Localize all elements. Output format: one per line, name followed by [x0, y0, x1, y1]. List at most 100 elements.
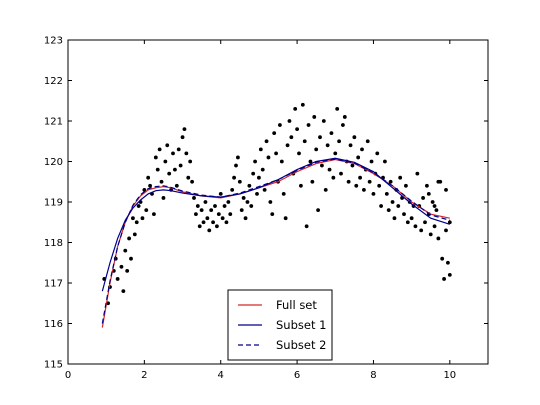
scatter-point-63	[228, 212, 233, 217]
scatter-point-114	[325, 143, 330, 148]
scatter-point-125	[346, 179, 351, 184]
scatter-point-171	[434, 208, 439, 213]
scatter-point-172	[436, 236, 441, 241]
scatter-point-41	[186, 175, 191, 180]
scatter-point-126	[348, 143, 353, 148]
scatter-point-97	[293, 106, 298, 111]
x-tick-label: 0	[65, 370, 71, 381]
scatter-point-164	[421, 196, 425, 200]
scatter-point-174	[440, 256, 445, 261]
scatter-point-175	[442, 277, 446, 281]
scatter-point-161	[415, 171, 420, 176]
scatter-point-76	[253, 159, 257, 164]
scatter-point-151	[396, 204, 401, 208]
scatter-point-152	[398, 175, 403, 180]
scatter-point-119	[335, 106, 340, 111]
scatter-point-70	[241, 196, 246, 200]
scatter-layer	[102, 102, 452, 306]
scatter-point-102	[302, 139, 307, 144]
scatter-point-23	[152, 212, 156, 217]
scatter-point-107	[312, 115, 317, 119]
scatter-point-11	[129, 256, 133, 261]
scatter-point-89	[278, 123, 282, 127]
scatter-point-12	[131, 216, 135, 221]
scatter-point-113	[323, 187, 328, 192]
x-tick-label: 4	[218, 370, 224, 381]
scatter-point-34	[173, 167, 177, 172]
scatter-point-74	[249, 204, 254, 208]
scatter-point-149	[392, 216, 397, 221]
legend: Full set Subset 1 Subset 2	[227, 289, 333, 361]
scatter-point-43	[190, 179, 194, 184]
y-tick-label: 119	[44, 198, 63, 209]
scatter-point-136	[367, 179, 372, 184]
scatter-point-133	[362, 187, 366, 192]
scatter-point-80	[260, 167, 265, 172]
scatter-point-128	[352, 135, 357, 140]
scatter-point-135	[365, 139, 370, 144]
scatter-point-51	[205, 216, 210, 221]
scatter-point-55	[213, 204, 217, 208]
scatter-point-100	[299, 183, 303, 188]
scatter-point-85	[270, 212, 275, 217]
scatter-point-19	[144, 208, 149, 213]
scatter-point-54	[211, 220, 215, 225]
lines-layer	[101, 157, 451, 328]
scatter-point-127	[350, 163, 355, 168]
y-tick-label: 121	[44, 117, 63, 128]
scatter-point-39	[182, 127, 187, 131]
scatter-point-25	[155, 167, 160, 172]
scatter-point-99	[297, 151, 301, 156]
scatter-point-14	[134, 220, 139, 225]
scatter-point-170	[432, 224, 437, 229]
scatter-point-92	[283, 216, 288, 221]
scatter-point-59	[220, 216, 225, 221]
y-tick-label: 123	[44, 36, 63, 47]
scatter-point-58	[218, 192, 223, 196]
scatter-point-137	[369, 159, 374, 164]
y-tick-label: 117	[44, 279, 63, 290]
scatter-point-120	[337, 139, 341, 144]
scatter-point-115	[327, 167, 332, 172]
scatter-point-86	[272, 131, 277, 136]
y-tick-label: 120	[44, 157, 63, 168]
scatter-point-142	[379, 204, 383, 208]
scatter-point-30	[165, 143, 170, 148]
scatter-point-20	[146, 175, 151, 180]
x-axis: 0 2 4 6 8 10	[65, 40, 456, 381]
scatter-point-9	[125, 268, 130, 273]
scatter-point-61	[224, 220, 229, 225]
scatter-point-60	[222, 204, 227, 208]
scatter-point-45	[194, 212, 198, 217]
scatter-point-21	[148, 183, 152, 188]
scatter-point-169	[430, 200, 435, 204]
scatter-point-105	[308, 159, 313, 164]
x-tick-label: 10	[443, 370, 456, 381]
scatter-point-38	[180, 135, 185, 140]
scatter-point-123	[342, 115, 347, 119]
scatter-point-132	[360, 147, 364, 152]
scatter-point-168	[428, 232, 433, 237]
scatter-point-84	[268, 200, 273, 204]
scatter-point-147	[388, 179, 393, 184]
scatter-point-10	[127, 236, 131, 241]
scatter-point-29	[163, 159, 168, 164]
scatter-point-122	[341, 123, 345, 127]
scatter-point-56	[215, 224, 219, 229]
scatter-point-33	[171, 151, 175, 156]
scatter-point-131	[358, 175, 362, 180]
scatter-point-94	[287, 119, 292, 123]
y-tick-label: 118	[44, 238, 63, 249]
scatter-point-110	[318, 135, 322, 140]
scatter-point-28	[161, 196, 166, 200]
scatter-point-178	[447, 273, 452, 277]
scatter-point-6	[119, 264, 124, 269]
scatter-point-50	[203, 200, 208, 204]
scatter-point-130	[356, 155, 361, 160]
scatter-point-72	[245, 200, 250, 204]
scatter-point-156	[405, 220, 410, 225]
scatter-point-67	[236, 155, 240, 160]
scatter-point-138	[371, 192, 376, 196]
y-tick-label: 122	[44, 76, 63, 87]
scatter-point-77	[255, 192, 259, 196]
